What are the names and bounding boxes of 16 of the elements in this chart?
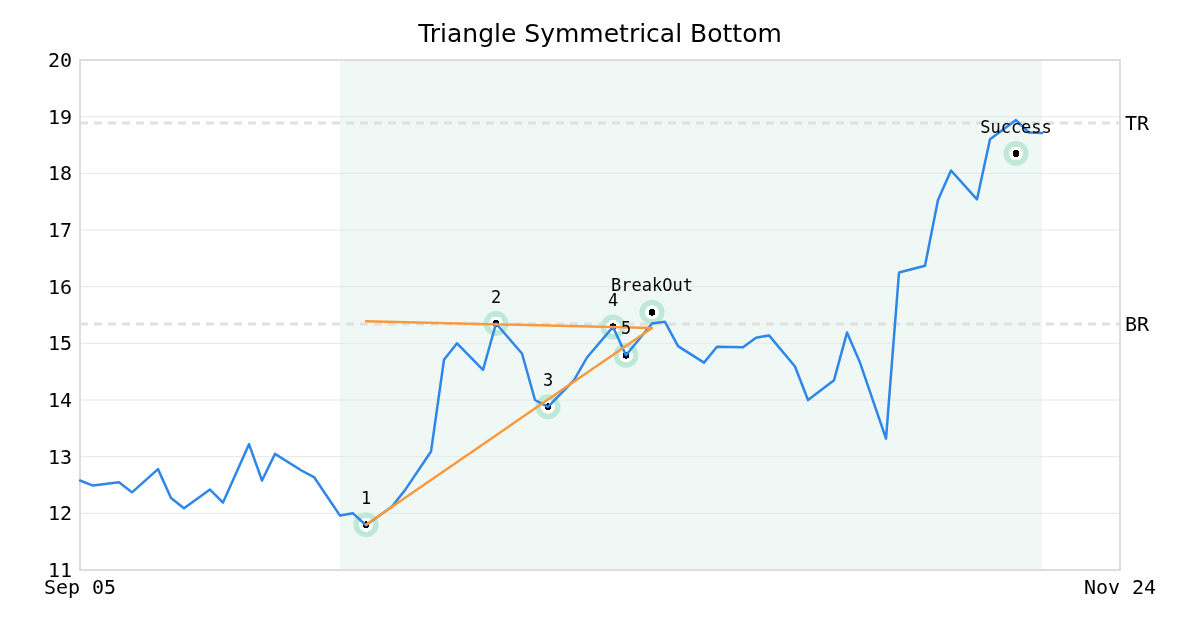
chart-title: Triangle Symmetrical Bottom <box>417 19 782 48</box>
y-tick-label: 19 <box>47 104 72 129</box>
annotation: 2 <box>490 286 502 307</box>
y-tick-label: 18 <box>47 161 72 186</box>
y-tick-label: 14 <box>47 388 72 412</box>
annotation: 1 <box>360 487 372 508</box>
annotation: 3 <box>542 369 554 390</box>
y-tick-label: 20 <box>47 48 72 72</box>
ref-line-label: BR <box>1125 312 1151 337</box>
y-tick-label: 17 <box>47 218 72 242</box>
y-tick-label: 15 <box>47 331 72 356</box>
ref-line-label: TR <box>1125 110 1151 135</box>
x-tick-label: Nov 24 <box>1083 575 1157 599</box>
y-tick-label: 13 <box>47 444 72 469</box>
y-tick-label: 16 <box>47 274 72 299</box>
y-tick-label: 12 <box>47 501 72 526</box>
